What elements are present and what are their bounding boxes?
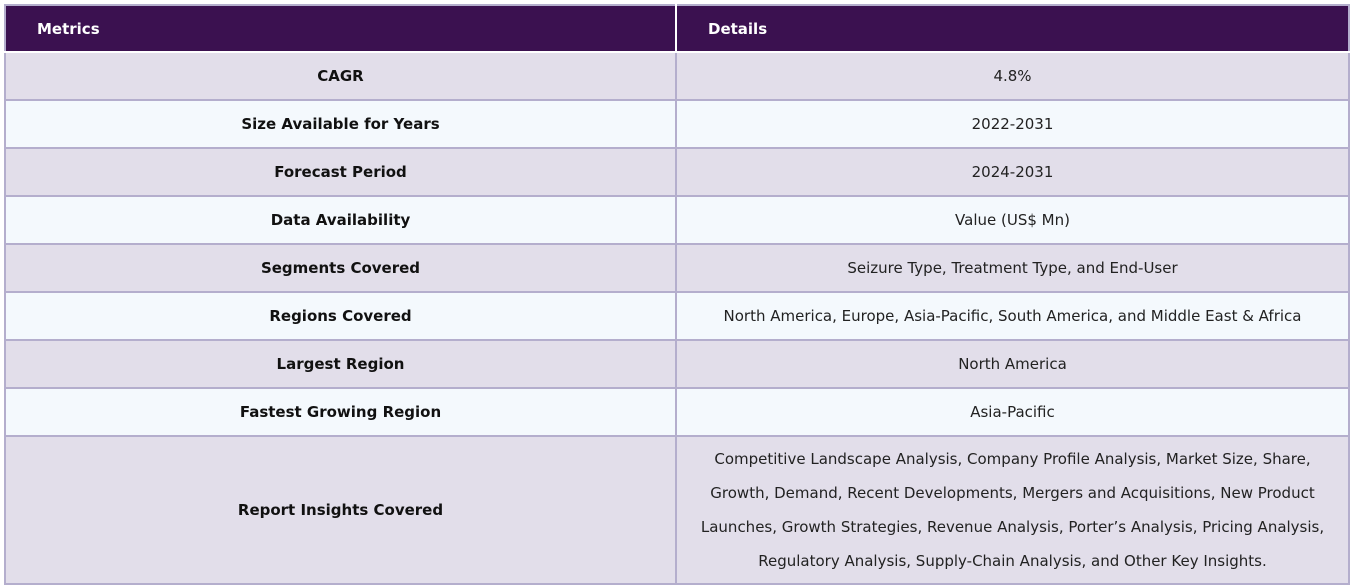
table-row: Forecast Period 2024-2031 [4,147,1350,197]
table-row: Data Availability Value (US$ Mn) [4,195,1350,245]
detail-cell: Value (US$ Mn) [675,195,1350,245]
table-row: Regions Covered North America, Europe, A… [4,291,1350,341]
metric-cell: Regions Covered [4,291,677,341]
column-header-details: Details [675,4,1350,53]
report-metrics-table: Metrics Details CAGR 4.8% Size Available… [4,4,1350,585]
table-row: Size Available for Years 2022-2031 [4,99,1350,149]
metric-cell: Forecast Period [4,147,677,197]
table-header-row: Metrics Details [4,4,1350,53]
detail-cell: 4.8% [675,51,1350,101]
detail-cell: Asia-Pacific [675,387,1350,437]
metric-cell: Size Available for Years [4,99,677,149]
table-row: Segments Covered Seizure Type, Treatment… [4,243,1350,293]
detail-cell: 2022-2031 [675,99,1350,149]
detail-cell: 2024-2031 [675,147,1350,197]
detail-cell: North America [675,339,1350,389]
detail-cell: North America, Europe, Asia-Pacific, Sou… [675,291,1350,341]
table-header: Metrics Details [4,4,1350,53]
report-metrics-table-container: Metrics Details CAGR 4.8% Size Available… [4,4,1350,585]
table-row: Largest Region North America [4,339,1350,389]
metric-cell: Largest Region [4,339,677,389]
metric-cell: Segments Covered [4,243,677,293]
metric-cell: CAGR [4,51,677,101]
metric-cell: Data Availability [4,195,677,245]
detail-cell: Seizure Type, Treatment Type, and End-Us… [675,243,1350,293]
table-row: Fastest Growing Region Asia-Pacific [4,387,1350,437]
table-body: CAGR 4.8% Size Available for Years 2022-… [4,51,1350,585]
metric-cell: Report Insights Covered [4,435,677,585]
metric-cell: Fastest Growing Region [4,387,677,437]
detail-cell: Competitive Landscape Analysis, Company … [675,435,1350,585]
column-header-metrics: Metrics [4,4,677,53]
table-row: CAGR 4.8% [4,51,1350,101]
table-row: Report Insights Covered Competitive Land… [4,435,1350,585]
